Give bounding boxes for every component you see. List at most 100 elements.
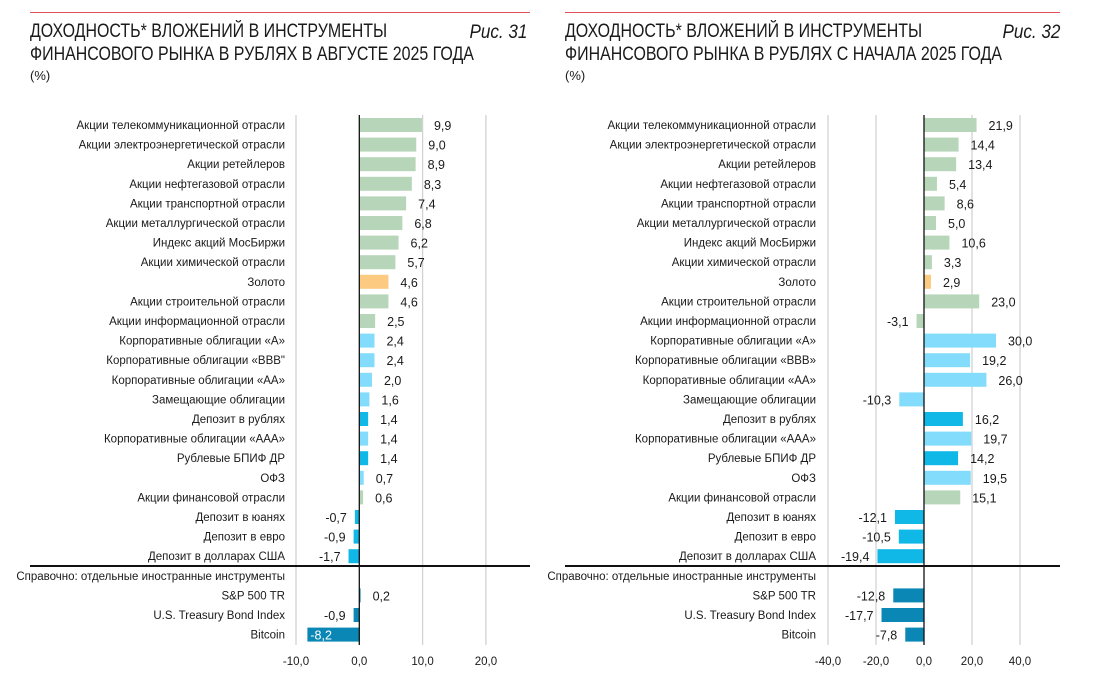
data-label: 30,0 [1008,335,1032,349]
data-label: 1,6 [381,393,398,407]
bar [359,255,396,270]
category-label: Акции финансовой отрасли [668,492,816,504]
data-label: 1,4 [380,452,397,466]
data-label: 0,2 [373,589,390,603]
data-label: 8,9 [428,158,445,172]
x-tick-label: 0,0 [916,656,932,668]
bar [877,549,924,564]
data-label: 7,4 [418,197,435,211]
data-label: 19,5 [983,472,1007,486]
data-label: -7,8 [876,629,898,643]
data-label: 19,7 [983,433,1007,447]
category-label: Замещающие облигации [683,394,816,406]
category-label: Акции нефтегазовой отрасли [660,179,816,191]
category-label: ОФЗ [791,473,816,485]
bar [359,235,399,250]
data-label: 6,2 [411,237,428,251]
bar [924,196,945,211]
title-line-2: ФИНАНСОВОГО РЫНКА В РУБЛЯХ В АВГУСТЕ 202… [30,44,474,65]
bar [359,216,403,230]
bar [924,294,980,309]
header-rule-right [565,12,1060,13]
bar [359,176,412,191]
category-label: Депозит в долларах США [148,551,285,563]
category-label: Корпоративные облигации «ВВВ» [635,355,816,367]
bar [881,608,924,622]
data-label: 19,2 [982,354,1006,368]
data-label: 2,4 [386,354,403,368]
category-label: Акции нефтегазовой отрасли [129,179,285,191]
x-tick-label: -40,0 [815,656,841,668]
bar [359,274,389,289]
category-label: Депозит в евро [204,532,285,544]
data-label: -19,4 [841,550,870,564]
data-label: 9,9 [434,119,451,133]
bar [893,588,924,603]
bar [359,372,372,387]
data-label: 21,9 [989,119,1013,133]
bar [898,529,924,544]
category-label: Акции телекоммуникационной отрасли [608,120,817,132]
bar [307,627,360,642]
figure-label-32: Рис. 32 [1002,22,1060,43]
header-rule-left [30,12,530,13]
data-label: -0,7 [325,511,347,525]
bar [924,372,987,387]
x-tick-label: 20,0 [961,656,983,668]
title-line-2: ФИНАНСОВОГО РЫНКА В РУБЛЯХ С НАЧАЛА 2025… [565,44,1003,65]
bar [924,431,972,446]
category-label: Депозит в рублях [723,414,816,426]
bar [354,510,360,524]
data-label: -10,3 [863,393,892,407]
x-tick-label: 20,0 [475,656,497,668]
data-label: 13,4 [968,158,992,172]
data-label: 3,3 [944,256,961,270]
bar [894,510,924,524]
bar [359,294,389,309]
category-label: U.S. Treasury Bond Index [153,610,285,622]
category-label: Рублевые БПИФ ДР [177,453,285,465]
category-label: Золото [247,277,285,289]
category-label: Акции ретейлеров [187,159,285,171]
category-label: Золото [778,277,816,289]
data-label: 0,6 [375,491,392,505]
bar [359,490,364,505]
data-label: 6,8 [414,217,431,231]
bar [905,627,924,642]
category-label: Корпоративные облигации «АА» [643,375,816,387]
category-label: Депозит в евро [735,532,816,544]
data-label: -3,1 [887,315,909,329]
x-tick-label: 10,0 [411,656,433,668]
x-tick-label: 40,0 [1009,656,1031,668]
category-label: Замещающие облигации [152,394,285,406]
data-label: 5,7 [407,256,424,270]
data-label: 2,0 [384,374,401,388]
bar [924,137,959,152]
bar [353,529,360,544]
category-label: Корпоративные облигации «ВВВ" [106,355,285,367]
bar [359,353,375,368]
category-label: Акции металлургической отрасли [106,218,285,230]
category-label: Депозит в долларах США [679,551,816,563]
data-label: 10,6 [961,237,985,251]
bar [353,608,360,622]
bar [359,412,369,426]
bar [924,157,957,172]
bar [924,353,971,368]
bar [359,314,376,328]
data-label: 5,4 [949,178,966,192]
category-label: Акции химической отрасли [672,257,816,269]
data-label: 1,4 [380,413,397,427]
category-label: Акции строительной отрасли [130,296,285,308]
category-label: Акции транспортной отрасли [661,198,816,210]
data-label: -12,8 [857,589,886,603]
category-label: Депозит в юанях [727,512,817,524]
category-label: Корпоративные облигации «ААА» [635,434,816,446]
bar [924,118,977,132]
x-tick-label: 0,0 [351,656,367,668]
bar [924,274,931,289]
category-label: ОФЗ [260,473,285,485]
category-label: Рублевые БПИФ ДР [708,453,816,465]
category-label: Bitcoin [250,630,285,642]
category-label: Индекс акций МосБиржи [153,238,285,250]
